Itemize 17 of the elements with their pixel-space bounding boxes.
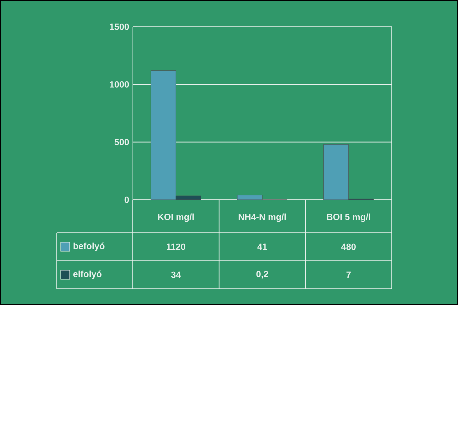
data-label: 41 (258, 244, 268, 250)
y-tick-label: 1000 (110, 81, 130, 88)
bar (150, 70, 176, 200)
x-tick-label: KOI mg/l (158, 214, 194, 222)
y-tick-label: 500 (114, 139, 130, 146)
data-label: 480 (342, 244, 356, 250)
y-tick-label: 1500 (110, 24, 130, 30)
x-tick-label: BOI 5 mg/l (327, 214, 370, 222)
bar (324, 144, 350, 200)
data-label: 7 (346, 272, 351, 278)
x-tick-label: NH4-N mg/l (238, 214, 286, 222)
data-label: 34 (171, 272, 182, 278)
data-label: 0,2 (256, 271, 268, 279)
y-tick-label: 0 (124, 196, 130, 204)
data-label: 1120 (167, 244, 186, 250)
legend-label: elfolyó (74, 270, 102, 280)
legend-label: befolyó (74, 242, 105, 252)
